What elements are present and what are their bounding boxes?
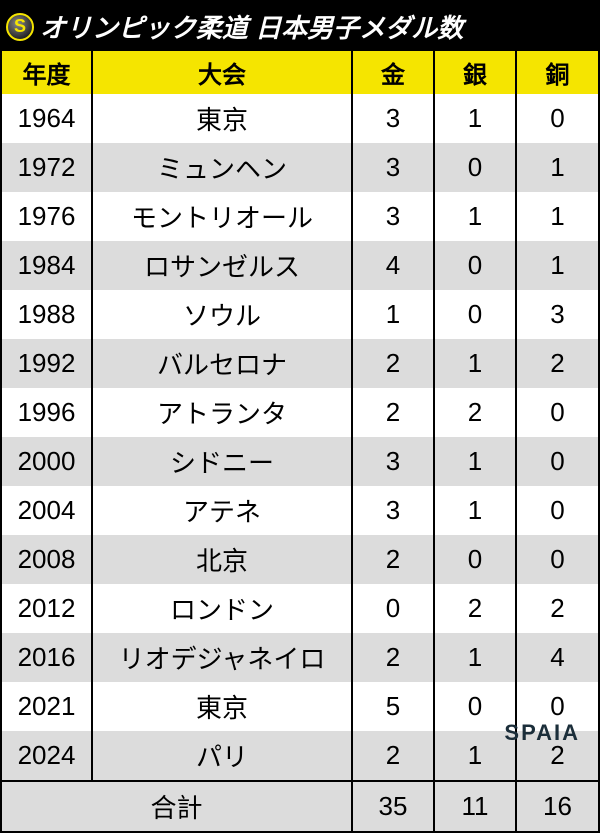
cell-venue: ロンドン: [92, 584, 352, 633]
table-title-bar: S オリンピック柔道 日本男子メダル数: [2, 2, 598, 51]
totals-bronze: 16: [516, 781, 598, 831]
table-title: オリンピック柔道 日本男子メダル数: [40, 8, 463, 45]
cell-gold: 4: [352, 241, 434, 290]
cell-venue: ロサンゼルス: [92, 241, 352, 290]
cell-venue: リオデジャネイロ: [92, 633, 352, 682]
cell-bronze: 0: [516, 94, 598, 143]
cell-year: 1984: [2, 241, 92, 290]
cell-year: 2021: [2, 682, 92, 731]
cell-venue: アテネ: [92, 486, 352, 535]
medal-table-container: S オリンピック柔道 日本男子メダル数 年度 大会 金 銀 銅 1964東京31…: [0, 0, 600, 833]
cell-venue: 東京: [92, 682, 352, 731]
cell-year: 2016: [2, 633, 92, 682]
cell-year: 2004: [2, 486, 92, 535]
col-header-venue: 大会: [92, 51, 352, 94]
cell-gold: 2: [352, 339, 434, 388]
cell-silver: 1: [434, 633, 516, 682]
cell-venue: シドニー: [92, 437, 352, 486]
cell-bronze: 3: [516, 290, 598, 339]
cell-year: 1976: [2, 192, 92, 241]
totals-gold: 35: [352, 781, 434, 831]
cell-gold: 3: [352, 94, 434, 143]
table-row: 2004アテネ310: [2, 486, 598, 535]
cell-year: 1964: [2, 94, 92, 143]
cell-silver: 1: [434, 192, 516, 241]
watermark-text: SPAIA: [504, 720, 580, 746]
cell-silver: 0: [434, 143, 516, 192]
cell-bronze: 0: [516, 437, 598, 486]
cell-silver: 0: [434, 290, 516, 339]
table-row: 1976モントリオール311: [2, 192, 598, 241]
cell-year: 2008: [2, 535, 92, 584]
cell-year: 1996: [2, 388, 92, 437]
cell-venue: バルセロナ: [92, 339, 352, 388]
col-header-silver: 銀: [434, 51, 516, 94]
cell-gold: 3: [352, 437, 434, 486]
cell-year: 1992: [2, 339, 92, 388]
cell-venue: パリ: [92, 731, 352, 781]
cell-gold: 5: [352, 682, 434, 731]
table-row: 2008北京200: [2, 535, 598, 584]
cell-bronze: 0: [516, 535, 598, 584]
cell-bronze: 0: [516, 486, 598, 535]
table-row: 2000シドニー310: [2, 437, 598, 486]
table-row: 1992バルセロナ212: [2, 339, 598, 388]
header-row: 年度 大会 金 銀 銅: [2, 51, 598, 94]
cell-year: 2024: [2, 731, 92, 781]
spaia-logo-icon: S: [6, 13, 34, 41]
table-row: 2016リオデジャネイロ214: [2, 633, 598, 682]
cell-bronze: 0: [516, 388, 598, 437]
col-header-year: 年度: [2, 51, 92, 94]
cell-bronze: 2: [516, 339, 598, 388]
cell-silver: 1: [434, 486, 516, 535]
cell-year: 1972: [2, 143, 92, 192]
cell-gold: 3: [352, 143, 434, 192]
cell-bronze: 1: [516, 143, 598, 192]
cell-silver: 1: [434, 339, 516, 388]
col-header-gold: 金: [352, 51, 434, 94]
cell-gold: 2: [352, 731, 434, 781]
cell-year: 2012: [2, 584, 92, 633]
cell-silver: 0: [434, 241, 516, 290]
cell-silver: 2: [434, 388, 516, 437]
cell-gold: 1: [352, 290, 434, 339]
cell-silver: 2: [434, 584, 516, 633]
cell-bronze: 2: [516, 584, 598, 633]
cell-silver: 1: [434, 437, 516, 486]
cell-venue: ソウル: [92, 290, 352, 339]
col-header-bronze: 銅: [516, 51, 598, 94]
totals-row: 合計 35 11 16: [2, 781, 598, 831]
table-row: 1996アトランタ220: [2, 388, 598, 437]
table-row: 1984ロサンゼルス401: [2, 241, 598, 290]
cell-bronze: 1: [516, 241, 598, 290]
cell-venue: 北京: [92, 535, 352, 584]
cell-year: 2000: [2, 437, 92, 486]
table-row: 1972ミュンヘン301: [2, 143, 598, 192]
cell-venue: モントリオール: [92, 192, 352, 241]
cell-gold: 3: [352, 192, 434, 241]
table-row: 1988ソウル103: [2, 290, 598, 339]
cell-gold: 0: [352, 584, 434, 633]
cell-gold: 3: [352, 486, 434, 535]
cell-gold: 2: [352, 535, 434, 584]
table-row: 2012ロンドン022: [2, 584, 598, 633]
totals-label: 合計: [2, 781, 352, 831]
cell-gold: 2: [352, 633, 434, 682]
medal-table: 年度 大会 金 銀 銅 1964東京3101972ミュンヘン3011976モント…: [2, 51, 598, 831]
cell-silver: 1: [434, 94, 516, 143]
cell-venue: 東京: [92, 94, 352, 143]
table-row: 1964東京310: [2, 94, 598, 143]
cell-silver: 0: [434, 535, 516, 584]
totals-silver: 11: [434, 781, 516, 831]
cell-bronze: 1: [516, 192, 598, 241]
cell-year: 1988: [2, 290, 92, 339]
cell-venue: ミュンヘン: [92, 143, 352, 192]
cell-venue: アトランタ: [92, 388, 352, 437]
cell-bronze: 4: [516, 633, 598, 682]
table-body: 1964東京3101972ミュンヘン3011976モントリオール3111984ロ…: [2, 94, 598, 781]
cell-gold: 2: [352, 388, 434, 437]
